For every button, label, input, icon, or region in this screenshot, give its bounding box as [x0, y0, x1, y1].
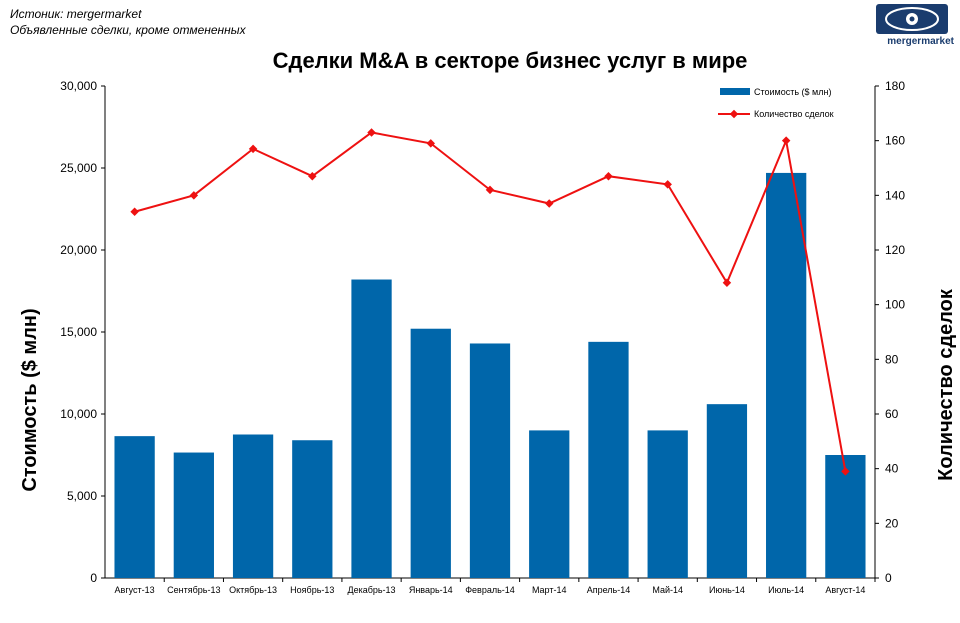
bar [232, 434, 274, 578]
bar [114, 436, 155, 578]
y2-tick-label: 160 [885, 134, 905, 148]
x-tick-label: Февраль-14 [465, 585, 515, 595]
bar-series [114, 172, 866, 579]
logo-text: mergermarket [887, 36, 954, 47]
y-tick-label: 15,000 [60, 325, 97, 339]
source-subline: Объявленные сделки, кроме отмененных [10, 23, 246, 37]
y-axis-label: Стоимость ($ млн) [19, 308, 41, 491]
bar [706, 404, 748, 578]
line-point [130, 207, 139, 216]
x-tick-label: Апрель-14 [587, 585, 631, 595]
bar [292, 440, 333, 578]
line-point [604, 171, 613, 181]
legend-label-bars: Стоимость ($ млн) [754, 87, 831, 97]
x-tick-label: Август-14 [825, 585, 865, 595]
y2-tick-label: 40 [885, 462, 899, 476]
x-tick-label: Март-14 [532, 585, 567, 595]
y-tick-label: 0 [90, 571, 97, 585]
x-tick-label: Июль-14 [768, 585, 804, 595]
y2-axis-label: Количество сделок [935, 288, 957, 481]
bar [647, 430, 688, 578]
y2-tick-label: 120 [885, 243, 905, 257]
chart-title: Сделки M&A в секторе бизнес услуг в мире [273, 48, 748, 73]
line-point [841, 467, 850, 476]
line-point [426, 139, 436, 148]
line-point [781, 136, 791, 145]
y2-tick-label: 100 [885, 298, 905, 312]
y2-tick-label: 0 [885, 571, 892, 585]
x-tick-label: Январь-14 [409, 585, 453, 595]
line-point [189, 191, 199, 200]
x-tick-label: Октябрь-13 [229, 585, 277, 595]
legend-swatch-bars [720, 88, 750, 95]
tick-labels: 0 5,000 10,000 15,000 20,000 25,000 30,000 0 20 4… [60, 79, 905, 595]
line-point [485, 185, 495, 195]
y2-tick-label: 20 [885, 516, 899, 530]
line-point [308, 171, 317, 181]
bar [410, 328, 451, 578]
bar [529, 430, 570, 578]
source-line: Истоник: mergermarket [10, 7, 142, 21]
y-tick-label: 5,000 [67, 489, 97, 503]
y2-tick-label: 80 [885, 352, 899, 366]
y-tick-label: 10,000 [60, 407, 97, 421]
bar [351, 279, 392, 578]
x-tick-label: Ноябрь-13 [290, 585, 334, 595]
line-point [367, 128, 376, 137]
legend-label-line: Количество сделок [754, 109, 834, 119]
x-tick-label: Июнь-14 [709, 585, 745, 595]
source-note: Истоник: mergermarket Объявленные сделки… [10, 6, 246, 38]
line-point [663, 180, 672, 189]
bar [469, 343, 511, 578]
x-tick-label: Декабрь-13 [347, 585, 395, 595]
line-point [722, 278, 732, 288]
legend: Стоимость ($ млн) Количество сделок [718, 87, 834, 119]
y2-tick-label: 180 [885, 79, 905, 93]
y2-tick-label: 60 [885, 407, 899, 421]
x-tick-label: Сентябрь-13 [167, 585, 220, 595]
mergermarket-logo [876, 4, 948, 34]
bar [766, 172, 807, 579]
y-tick-label: 20,000 [60, 243, 97, 257]
x-tick-label: Май-14 [652, 585, 683, 595]
bar [173, 452, 214, 578]
y2-tick-label: 140 [885, 188, 905, 202]
y-tick-label: 30,000 [60, 79, 97, 93]
line-point [544, 199, 554, 208]
x-tick-label: Август-13 [115, 585, 155, 595]
bar [588, 341, 629, 578]
y-tick-label: 25,000 [60, 161, 97, 175]
legend-line-marker [729, 109, 739, 119]
